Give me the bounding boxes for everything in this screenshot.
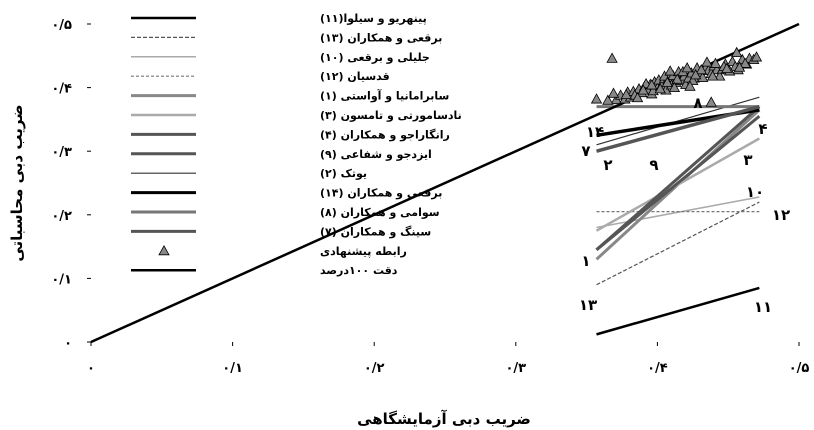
- line-label: ۷: [581, 142, 590, 160]
- line-label: ۳: [743, 151, 752, 169]
- y-tick-label: ۰/۳: [51, 145, 72, 160]
- scatter-point: [664, 65, 676, 76]
- legend-label: برقعی و همکاران (۱۴): [320, 187, 442, 200]
- scatter-point: [620, 88, 632, 99]
- scatter-layer: [590, 46, 763, 107]
- scatter-point: [661, 76, 673, 87]
- scatter-point: [733, 61, 746, 72]
- legend-marker: [158, 244, 170, 256]
- series-line-12: [596, 104, 760, 153]
- scatter-point: [606, 52, 618, 63]
- scatter-point: [607, 87, 620, 98]
- line-label: ۱۰: [746, 183, 764, 201]
- legend-label: رانگاراجو و همکاران (۴): [320, 128, 450, 141]
- scatter-point: [701, 56, 713, 67]
- scatter-point: [689, 69, 702, 80]
- series-line-2: [596, 201, 760, 286]
- scatter-point: [714, 70, 726, 81]
- series-line-3: [596, 196, 760, 229]
- scatter-point: [631, 91, 644, 103]
- scatter-point: [750, 51, 763, 62]
- line-label: ۸: [693, 94, 702, 112]
- line-label: ۱: [581, 252, 590, 270]
- scatter-point: [695, 63, 707, 75]
- line-label: ۱۳: [579, 296, 597, 314]
- x-tick-label: ۰/۵: [789, 361, 810, 376]
- series-line-1: [596, 286, 760, 336]
- line-label: ۴: [758, 120, 767, 138]
- line-label: ۲: [603, 156, 612, 174]
- scatter-point: [739, 57, 751, 68]
- series-line-8: [595, 115, 761, 251]
- x-tick-label: ۰/۲: [364, 361, 385, 376]
- y-tick-label: ۰/۴: [51, 82, 72, 97]
- scatter-point: [731, 46, 743, 58]
- scatter-point: [681, 62, 693, 73]
- scatter-point: [654, 83, 666, 94]
- line-label: ۹: [649, 156, 658, 174]
- legend-label: سینگ و همکاران (۷): [320, 224, 431, 238]
- legend-label: رابطه پیشنهادی: [320, 245, 407, 258]
- legend-label: نادسامورتی و تامسون (۳): [320, 109, 462, 122]
- legend-label: سابرامانیا و آواستی (۱): [320, 89, 449, 103]
- line-label: ۱۲: [772, 206, 790, 224]
- scatter-point: [721, 62, 733, 73]
- scatter-point: [709, 57, 722, 68]
- legend-label: قدسیان (۱۲): [320, 70, 390, 83]
- legend-label: برقعی و همکاران (۱۳): [320, 31, 442, 44]
- y-axis-title: ضریب دبی محاسباتی: [8, 104, 26, 261]
- x-axis-title: ضریب دبی آزمایشگاهی: [357, 410, 531, 428]
- scatter-point: [668, 81, 681, 92]
- legend-label: جلیلی و برقعی (۱۰): [320, 51, 430, 64]
- scatter-point: [671, 73, 683, 84]
- y-tick-label: ۰/۵: [51, 18, 72, 33]
- scatter-point: [590, 93, 603, 104]
- legend-label: دقت ۱۰۰درصد: [320, 264, 398, 277]
- legend-label: ایزدجو و شفاعی (۹): [320, 148, 432, 161]
- line-label: ۱۴: [586, 123, 604, 141]
- scatter-point: [602, 94, 614, 105]
- scatter-point: [684, 80, 696, 91]
- line-label: ۱۱: [754, 298, 772, 316]
- legend-label: سوامی و همکاران (۸): [320, 206, 440, 219]
- legend: پینهریو و سیلوا(۱۱) برقعی و همکاران (۱۳) ج…: [131, 12, 462, 277]
- y-tick-label: ۰: [64, 336, 72, 351]
- x-tick-label: ۰/۳: [505, 361, 526, 376]
- scatter-point: [706, 70, 719, 81]
- scatter-point: [705, 96, 717, 107]
- x-tick-label: ۰/۱: [222, 361, 243, 376]
- axes: ۰ ۰/۱ ۰/۲ ۰/۳ ۰/۴ ۰/۵ ۰ ۰/۱ ۰/۲ ۰/۳ ۰/۴ ۰/۵: [51, 18, 809, 376]
- scatter-point: [646, 79, 658, 90]
- y-tick-label: ۰/۱: [51, 272, 72, 287]
- scatter-point: [637, 84, 649, 95]
- y-tick-label: ۰/۲: [51, 209, 72, 224]
- legend-label: پینهریو و سیلوا(۱۱): [320, 12, 427, 25]
- legend-label: یوتک (۲): [320, 167, 367, 180]
- x-tick-label: ۰/۴: [647, 361, 668, 376]
- x-tick-label: ۰: [87, 361, 95, 376]
